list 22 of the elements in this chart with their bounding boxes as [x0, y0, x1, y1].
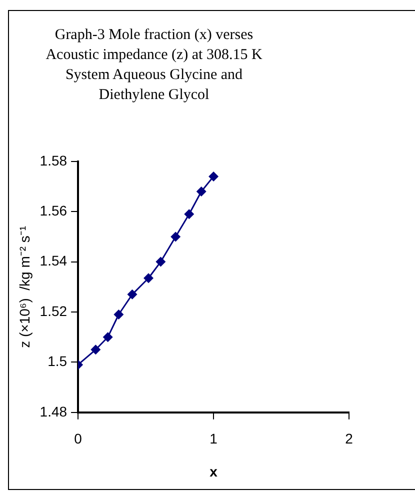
point	[127, 289, 138, 300]
y-tick-label: 1.52	[40, 302, 68, 319]
point	[196, 186, 206, 197]
point	[90, 344, 101, 355]
y-tick-label: 1.5	[48, 353, 68, 370]
point	[114, 310, 124, 320]
point	[170, 232, 181, 242]
point	[143, 273, 154, 284]
chart-title: Graph-3 Mole fraction (x) verses Acoustic impedance (z) at 308.15 K System Aqueous Glycine and Diethylene Glycol	[44, 26, 264, 105]
x-tick-label: 1	[210, 430, 218, 447]
x-axis-title: x	[210, 463, 218, 480]
x-tick-label: 0	[74, 430, 82, 447]
point	[156, 256, 166, 267]
point	[102, 332, 113, 342]
y-tick-label: 1.54	[40, 252, 68, 269]
point	[208, 171, 219, 182]
y-tick-label: 1.58	[40, 152, 68, 168]
y-tick-label: 1.56	[40, 202, 68, 218]
y-tick-label: 1.48	[40, 403, 68, 420]
y-axis-title: z (×10⁶) /kg m⁻² s⁻¹	[16, 226, 32, 348]
point	[184, 209, 194, 220]
x-tick-label: 2	[345, 430, 354, 447]
